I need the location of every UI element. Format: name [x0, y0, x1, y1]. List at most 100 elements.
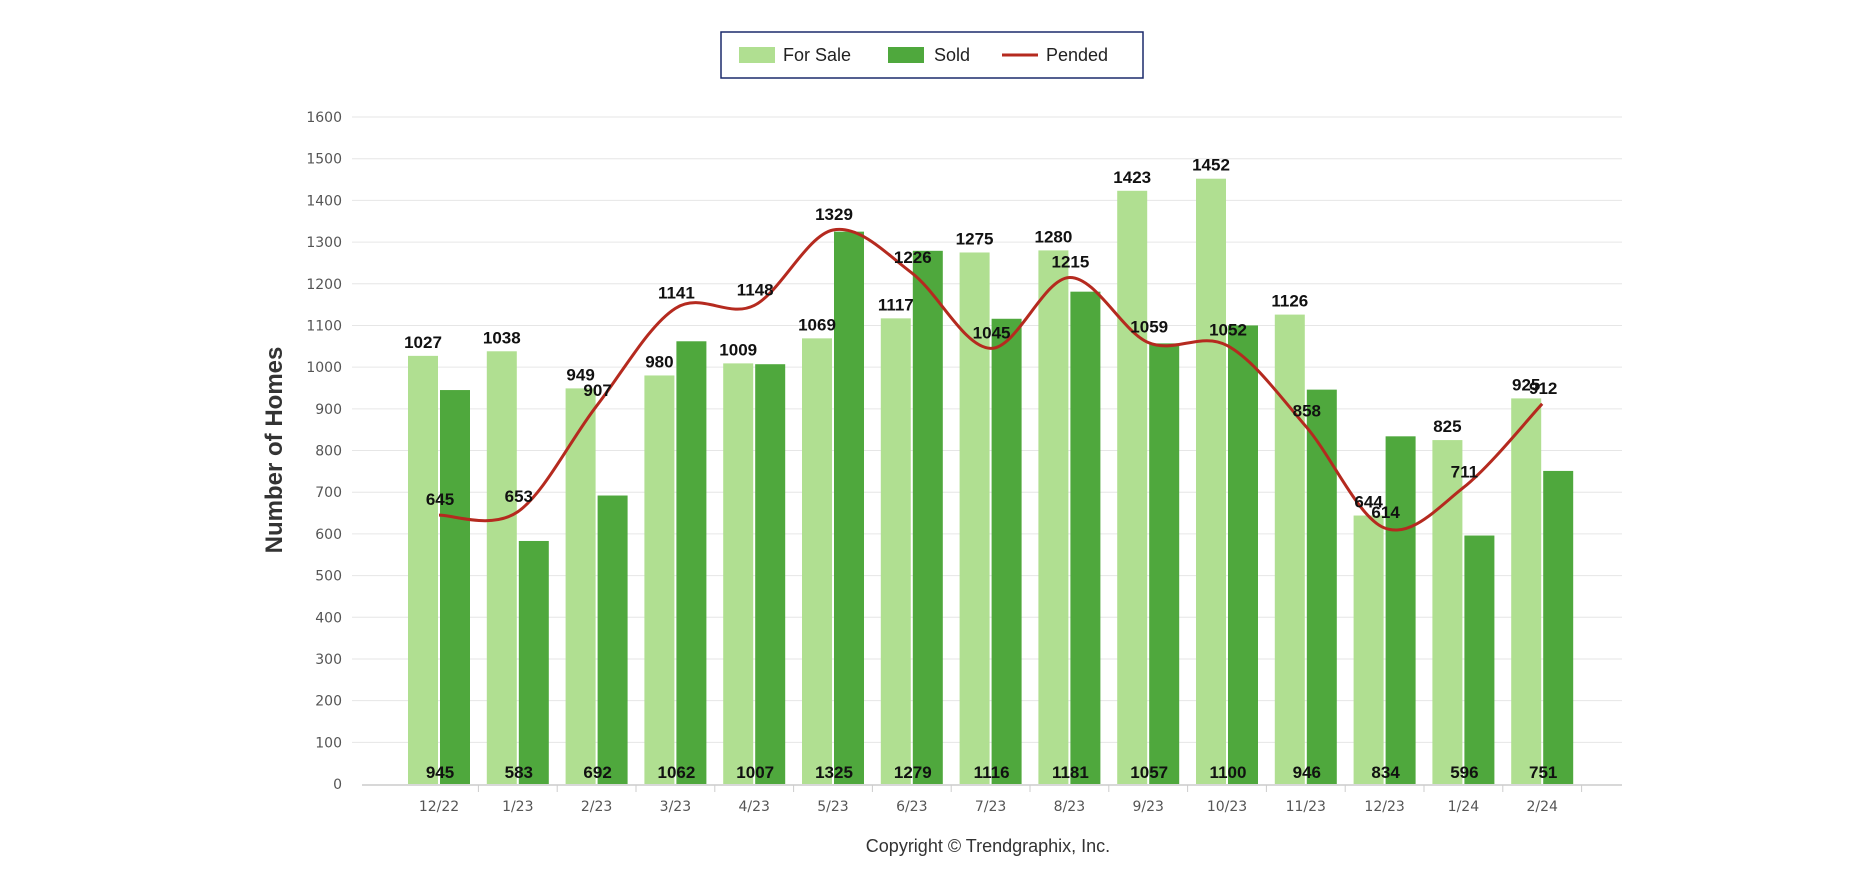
sold-value-label: 692 — [583, 763, 611, 782]
y-tick-label: 100 — [315, 735, 342, 751]
pended-value-label: 653 — [505, 487, 533, 506]
sold-value-label: 1007 — [736, 763, 774, 782]
for-sale-value-label: 1280 — [1034, 227, 1072, 246]
x-tick-label: 10/23 — [1207, 799, 1247, 815]
legend-swatch-for-sale — [739, 47, 775, 63]
y-tick-label: 700 — [315, 485, 342, 501]
sold-value-label: 945 — [426, 763, 454, 782]
sold-value-label: 1181 — [1052, 763, 1089, 782]
x-tick-label: 12/23 — [1364, 799, 1404, 815]
bar-for-sale — [723, 363, 754, 784]
bar-sold — [755, 364, 786, 784]
y-axis-ticks: 0 100 200 300 400 500 600 700 800 900 1000 1100 1200… — [306, 110, 342, 793]
y-tick-label: 1600 — [306, 110, 342, 126]
x-tick-label: 2/23 — [581, 799, 612, 815]
bar-sold — [1543, 470, 1574, 784]
sold-value-label: 1325 — [815, 763, 853, 782]
pended-value-label: 1052 — [1209, 320, 1247, 339]
sold-value-label: 834 — [1371, 763, 1400, 782]
bar-sold — [1385, 436, 1416, 784]
bar-for-sale — [644, 375, 675, 784]
sold-value-label: 1057 — [1130, 763, 1168, 782]
copyright-text: Copyright © Trendgraphix, Inc. — [866, 836, 1110, 856]
x-tick-label: 7/23 — [975, 799, 1006, 815]
bar-sold — [676, 341, 707, 784]
legend-label-for-sale: For Sale — [783, 45, 851, 65]
y-tick-label: 1500 — [306, 152, 342, 168]
for-sale-value-label: 1117 — [878, 295, 914, 314]
legend-label-pended: Pended — [1046, 45, 1108, 65]
x-axis-ticks: 12/22 1/23 2/23 3/23 4/23 5/23 6/23 7/23 8/23 9/2… — [419, 785, 1583, 815]
sold-value-label: 946 — [1293, 763, 1321, 782]
y-tick-label: 200 — [315, 694, 342, 710]
pended-value-label: 1226 — [894, 248, 932, 267]
bar-for-sale — [1511, 398, 1542, 784]
for-sale-value-label: 1027 — [404, 333, 442, 352]
y-tick-label: 800 — [315, 444, 342, 460]
y-tick-label: 0 — [333, 777, 342, 793]
y-tick-label: 1100 — [306, 318, 342, 334]
y-tick-label: 1200 — [306, 277, 342, 293]
bar-for-sale — [1274, 314, 1305, 784]
for-sale-value-label: 1423 — [1113, 168, 1151, 187]
legend-box — [720, 31, 1144, 79]
y-tick-label: 600 — [315, 527, 342, 543]
pended-value-label: 711 — [1451, 463, 1478, 482]
for-sale-value-label: 1275 — [956, 229, 994, 248]
for-sale-value-label: 980 — [645, 352, 673, 371]
for-sale-value-label: 644 — [1354, 493, 1383, 512]
bar-sold — [1306, 389, 1337, 784]
pended-line — [438, 227, 1544, 532]
bar-sold — [1464, 535, 1495, 784]
pended-value-label: 1141 — [658, 283, 695, 302]
bar-for-sale — [408, 355, 438, 784]
legend-swatch-sold — [888, 47, 924, 63]
pended-value-label: 1059 — [1130, 318, 1168, 337]
bar-sold — [597, 495, 628, 784]
pended-value-label: 645 — [426, 490, 454, 509]
y-tick-label: 400 — [315, 610, 342, 626]
for-sale-value-label: 1452 — [1192, 156, 1230, 175]
for-sale-value-label: 925 — [1512, 375, 1540, 394]
for-sale-value-label: 1126 — [1271, 292, 1308, 311]
for-sale-value-label: 949 — [566, 365, 594, 384]
x-tick-label: 6/23 — [896, 799, 927, 815]
bar-for-sale — [1432, 440, 1463, 784]
x-tick-label: 8/23 — [1054, 799, 1085, 815]
bar-for-sale — [1038, 250, 1069, 784]
x-tick-label: 1/23 — [502, 799, 533, 815]
x-tick-label: 12/22 — [419, 799, 459, 815]
pended-value-label: 1215 — [1051, 252, 1089, 271]
bar-sold — [1228, 325, 1258, 784]
sold-value-label: 1062 — [657, 763, 695, 782]
pended-value-label: 614 — [1371, 503, 1400, 522]
bar-for-sale — [565, 388, 596, 784]
bar-sold — [1149, 343, 1180, 784]
y-tick-label: 900 — [315, 402, 342, 418]
y-tick-label: 1400 — [306, 193, 342, 209]
bars — [408, 178, 1574, 785]
legend: For Sale Sold Pended — [720, 31, 1144, 79]
bar-for-sale — [486, 351, 517, 784]
y-tick-label: 500 — [315, 569, 342, 585]
x-tick-label: 9/23 — [1132, 799, 1163, 815]
bar-for-sale — [802, 338, 832, 784]
bar-sold — [440, 390, 470, 784]
sold-value-label: 1279 — [894, 763, 932, 782]
x-tick-label: 2/24 — [1526, 799, 1558, 815]
bar-for-sale — [880, 318, 911, 784]
pended-value-label: 912 — [1529, 379, 1557, 398]
x-tick-label: 11/23 — [1286, 799, 1326, 815]
bar-sold — [518, 540, 549, 784]
bar-sold — [991, 318, 1022, 784]
bar-for-sale — [1353, 515, 1384, 784]
pended-value-label: 1045 — [973, 323, 1011, 342]
bar-sold — [1070, 291, 1101, 784]
y-axis-label: Number of Homes — [261, 347, 288, 554]
sold-value-label: 596 — [1450, 763, 1478, 782]
bar-for-sale — [1117, 190, 1148, 785]
bar-for-sale — [1196, 178, 1226, 784]
x-tick-label: 5/23 — [817, 799, 848, 815]
y-tick-label: 1300 — [306, 235, 342, 251]
